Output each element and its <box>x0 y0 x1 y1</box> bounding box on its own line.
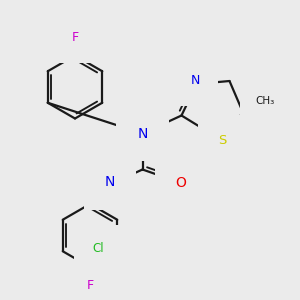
Text: O: O <box>176 176 186 190</box>
Text: N: N <box>137 127 148 140</box>
Text: Cl: Cl <box>92 242 103 255</box>
Text: S: S <box>218 134 226 148</box>
Text: N: N <box>105 175 115 189</box>
Text: N: N <box>190 74 200 88</box>
Text: F: F <box>71 31 79 44</box>
Text: H: H <box>93 175 101 185</box>
Text: F: F <box>87 279 94 292</box>
Text: CH₃: CH₃ <box>256 95 275 106</box>
